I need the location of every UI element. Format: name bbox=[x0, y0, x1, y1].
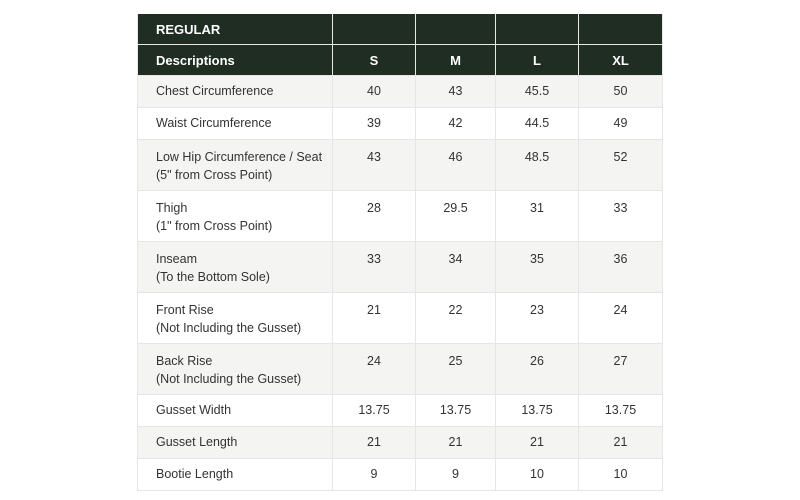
row-description: Gusset Width bbox=[137, 394, 333, 427]
size-value-m: 43 bbox=[415, 75, 496, 108]
header-empty-cell bbox=[578, 14, 663, 45]
size-value-xl: 33 bbox=[578, 190, 663, 242]
header-empty-cell bbox=[415, 14, 496, 45]
table-row: Bootie Length 9 9 10 10 bbox=[137, 458, 663, 491]
size-value-l: 45.5 bbox=[495, 75, 579, 108]
size-chart-table: REGULAR Descriptions S M L XL Chest Circ… bbox=[137, 14, 663, 491]
size-header-xl: XL bbox=[578, 44, 663, 76]
size-chart-body: Chest Circumference 40 43 45.5 50 Waist Circu… bbox=[137, 75, 663, 491]
row-label: Low Hip Circumference / Seat bbox=[156, 150, 323, 164]
table-row: Thigh (1" from Cross Point) 28 29.5 31 33 bbox=[137, 190, 663, 242]
row-sublabel: (1" from Cross Point) bbox=[156, 219, 273, 233]
size-value-m: 21 bbox=[415, 426, 496, 459]
size-value-xl: 50 bbox=[578, 75, 663, 108]
row-label: Waist Circumference bbox=[156, 116, 272, 130]
size-value-l: 26 bbox=[495, 343, 579, 395]
row-sublabel: (Not Including the Gusset) bbox=[156, 321, 302, 335]
size-value-s: 9 bbox=[332, 458, 416, 491]
header-row-sizes: Descriptions S M L XL bbox=[137, 44, 663, 76]
size-value-l: 10 bbox=[495, 458, 579, 491]
row-description: Inseam (To the Bottom Sole) bbox=[137, 241, 333, 293]
table-row: Back Rise (Not Including the Gusset) 24 25 2… bbox=[137, 343, 663, 395]
size-header-m: M bbox=[415, 44, 496, 76]
size-value-s: 24 bbox=[332, 343, 416, 395]
row-sublabel: (To the Bottom Sole) bbox=[156, 270, 270, 284]
row-label: Thigh bbox=[156, 201, 188, 215]
size-value-l: 44.5 bbox=[495, 107, 579, 140]
size-chart: REGULAR Descriptions S M L XL Chest Circ… bbox=[137, 14, 663, 491]
header-empty-cell bbox=[332, 14, 416, 45]
size-value-m: 13.75 bbox=[415, 394, 496, 427]
row-label: Front Rise bbox=[156, 303, 214, 317]
row-description: Chest Circumference bbox=[137, 75, 333, 108]
size-value-l: 21 bbox=[495, 426, 579, 459]
row-description: Bootie Length bbox=[137, 458, 333, 491]
size-value-s: 40 bbox=[332, 75, 416, 108]
size-value-xl: 27 bbox=[578, 343, 663, 395]
table-row: Chest Circumference 40 43 45.5 50 bbox=[137, 75, 663, 108]
size-value-l: 23 bbox=[495, 292, 579, 344]
table-row: Waist Circumference 39 42 44.5 49 bbox=[137, 107, 663, 140]
header-empty-cell bbox=[495, 14, 579, 45]
size-value-s: 43 bbox=[332, 139, 416, 191]
row-description: Back Rise (Not Including the Gusset) bbox=[137, 343, 333, 395]
size-value-l: 48.5 bbox=[495, 139, 579, 191]
size-value-m: 25 bbox=[415, 343, 496, 395]
table-row: Front Rise (Not Including the Gusset) 21 22… bbox=[137, 292, 663, 344]
row-description: Low Hip Circumference / Seat (5" from Cro… bbox=[137, 139, 333, 191]
row-label: Gusset Length bbox=[156, 435, 238, 449]
row-label: Bootie Length bbox=[156, 467, 234, 481]
size-value-m: 9 bbox=[415, 458, 496, 491]
table-row: Gusset Length 21 21 21 21 bbox=[137, 426, 663, 459]
size-value-m: 34 bbox=[415, 241, 496, 293]
size-value-m: 46 bbox=[415, 139, 496, 191]
size-value-l: 35 bbox=[495, 241, 579, 293]
row-label: Inseam bbox=[156, 252, 197, 266]
table-row: Low Hip Circumference / Seat (5" from Cro… bbox=[137, 139, 663, 191]
size-header-s: S bbox=[332, 44, 416, 76]
size-header-l: L bbox=[495, 44, 579, 76]
size-value-xl: 49 bbox=[578, 107, 663, 140]
size-value-l: 31 bbox=[495, 190, 579, 242]
size-value-l: 13.75 bbox=[495, 394, 579, 427]
size-value-xl: 10 bbox=[578, 458, 663, 491]
row-sublabel: (5" from Cross Point) bbox=[156, 168, 273, 182]
row-description: Gusset Length bbox=[137, 426, 333, 459]
size-value-s: 21 bbox=[332, 426, 416, 459]
size-value-m: 22 bbox=[415, 292, 496, 344]
table-row: Gusset Width 13.75 13.75 13.75 13.75 bbox=[137, 394, 663, 427]
size-value-xl: 13.75 bbox=[578, 394, 663, 427]
size-value-xl: 52 bbox=[578, 139, 663, 191]
table-row: Inseam (To the Bottom Sole) 33 34 35 36 bbox=[137, 241, 663, 293]
size-value-xl: 21 bbox=[578, 426, 663, 459]
size-value-xl: 36 bbox=[578, 241, 663, 293]
size-value-s: 28 bbox=[332, 190, 416, 242]
row-label: Gusset Width bbox=[156, 403, 232, 417]
row-description: Waist Circumference bbox=[137, 107, 333, 140]
size-value-xl: 24 bbox=[578, 292, 663, 344]
row-sublabel: (Not Including the Gusset) bbox=[156, 372, 302, 386]
row-label: Chest Circumference bbox=[156, 84, 274, 98]
size-value-s: 33 bbox=[332, 241, 416, 293]
section-label: REGULAR bbox=[137, 14, 333, 45]
size-value-s: 13.75 bbox=[332, 394, 416, 427]
row-description: Front Rise (Not Including the Gusset) bbox=[137, 292, 333, 344]
header-row-section: REGULAR bbox=[137, 14, 663, 45]
size-value-s: 21 bbox=[332, 292, 416, 344]
row-label: Back Rise bbox=[156, 354, 213, 368]
size-value-m: 42 bbox=[415, 107, 496, 140]
size-value-s: 39 bbox=[332, 107, 416, 140]
row-description: Thigh (1" from Cross Point) bbox=[137, 190, 333, 242]
descriptions-header: Descriptions bbox=[137, 44, 333, 76]
size-value-m: 29.5 bbox=[415, 190, 496, 242]
